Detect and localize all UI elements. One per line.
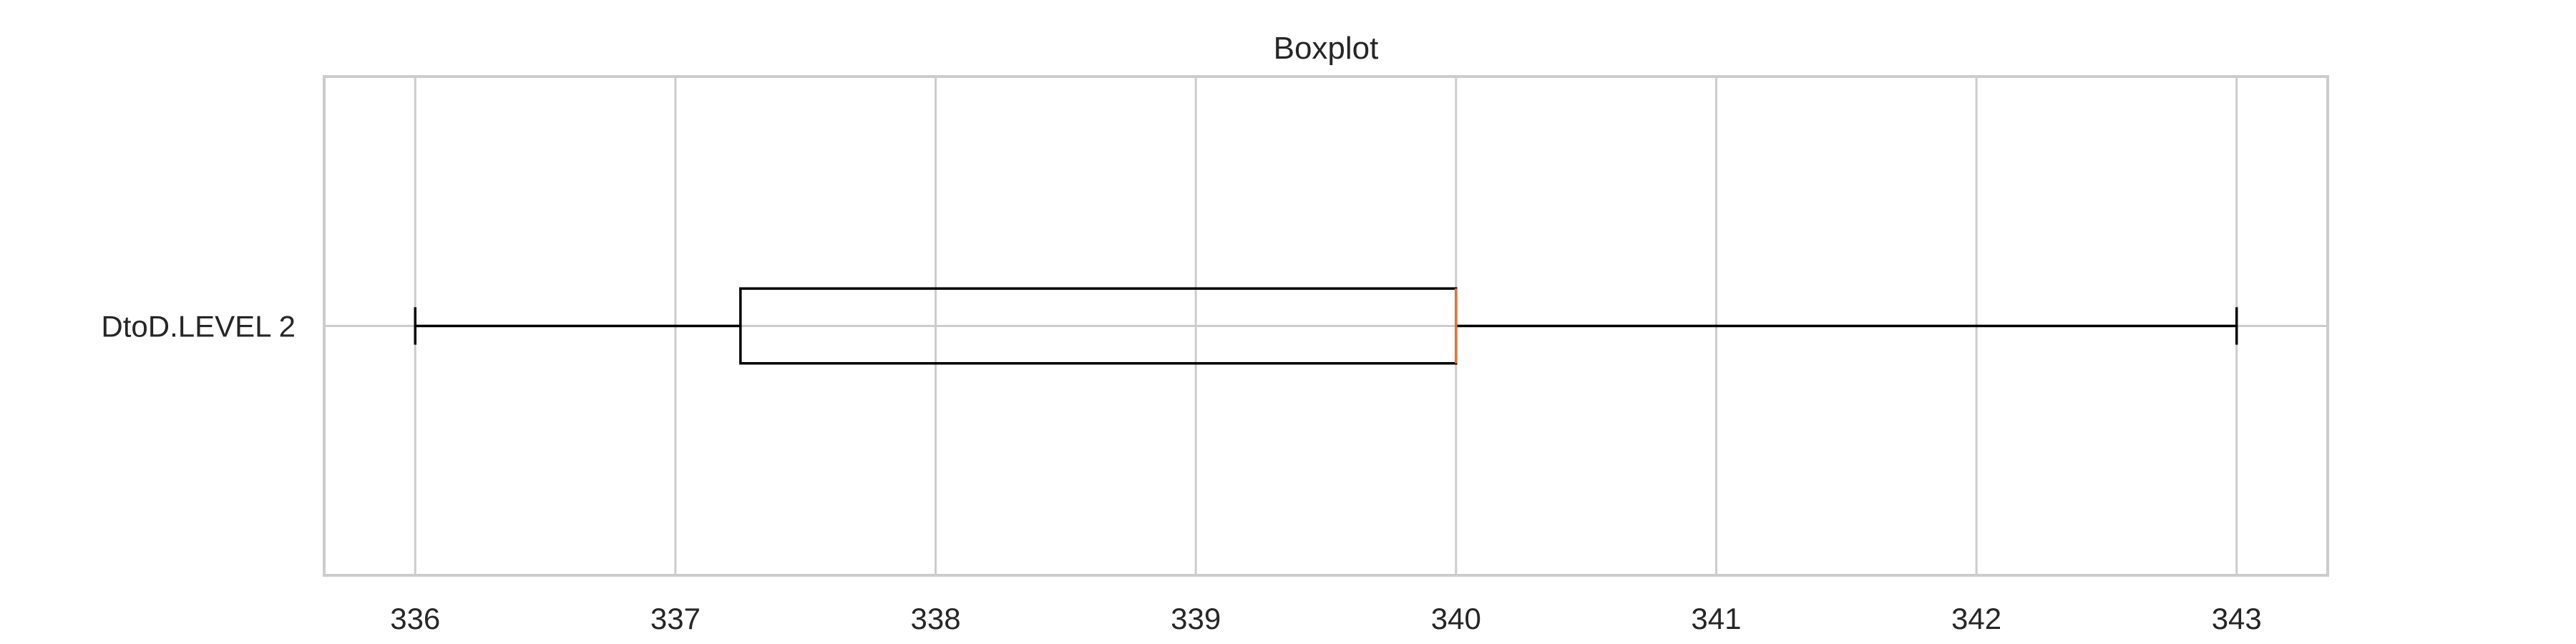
chart-title: Boxplot (1274, 31, 1379, 66)
x-tick-label-342: 342 (1951, 602, 2001, 635)
x-tick-label-336: 336 (390, 602, 440, 635)
x-tick-label-340: 340 (1431, 602, 1481, 635)
x-tick-label-337: 337 (650, 602, 701, 635)
x-tick-label-341: 341 (1691, 602, 1741, 635)
x-tick-label-338: 338 (911, 602, 961, 635)
y-category-labels: DtoD.LEVEL 2 (101, 310, 296, 343)
plot-frame (323, 75, 2329, 577)
x-tick-label-343: 343 (2212, 602, 2262, 635)
x-tick-labels: 336 337 338 339 340 341 342 343 (390, 602, 2262, 635)
y-category-label: DtoD.LEVEL 2 (101, 310, 296, 343)
box-elements (414, 287, 2238, 365)
x-tick-label-339: 339 (1171, 602, 1221, 635)
